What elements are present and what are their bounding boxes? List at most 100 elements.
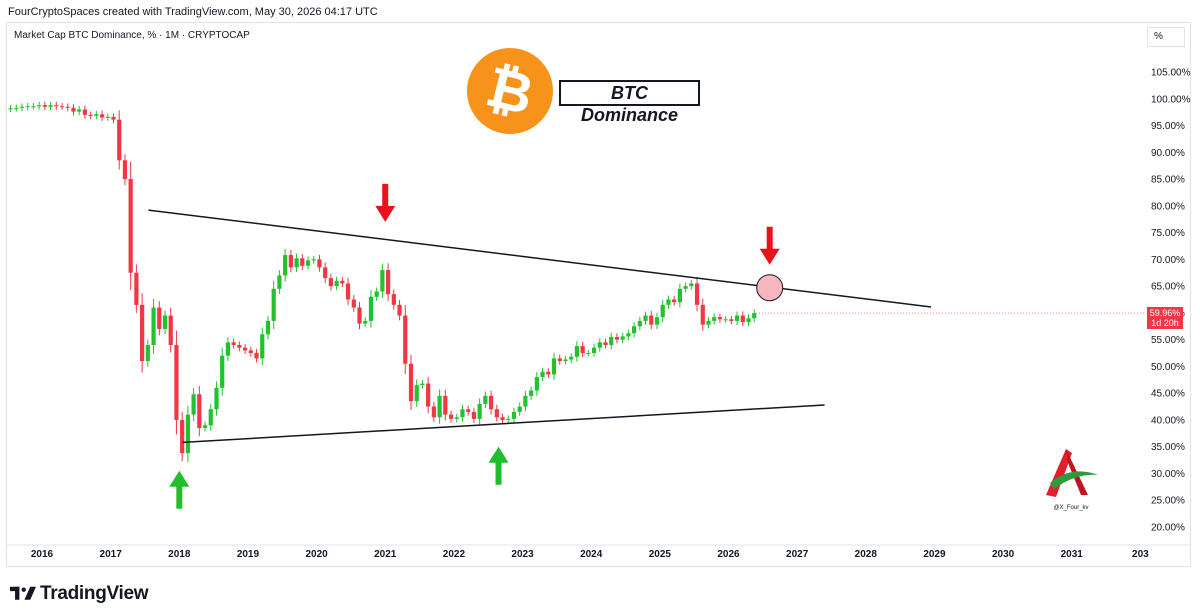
x-tick-label: 2022 <box>443 549 466 560</box>
candle-body <box>42 105 47 107</box>
y-tick-label: 35.00% <box>1151 442 1185 453</box>
x-tick-label: 2029 <box>923 549 946 560</box>
watermark-green-swoosh <box>1050 471 1098 489</box>
candle-body <box>65 106 70 108</box>
x-tick-label: 2019 <box>237 549 260 560</box>
candle-body <box>414 385 419 402</box>
candle-body <box>649 315 654 325</box>
candle-body <box>643 315 648 321</box>
candle-body <box>700 304 705 325</box>
y-tick-label: 85.00% <box>1151 175 1185 186</box>
y-tick-label: 65.00% <box>1151 282 1185 293</box>
candle-body <box>706 320 711 325</box>
y-tick-label: 25.00% <box>1151 496 1185 507</box>
last-price-tag: 59.96% 1d 20h <box>1147 307 1183 329</box>
candle-body <box>231 342 236 345</box>
candle-body <box>117 119 122 161</box>
x-tick-label: 2025 <box>649 549 672 560</box>
percent-scale-button[interactable]: % <box>1147 27 1185 47</box>
candle-body <box>666 299 671 305</box>
candle-body <box>466 409 471 412</box>
chart-frame <box>6 22 1191 567</box>
x-tick-label: 2026 <box>717 549 740 560</box>
candle-body <box>689 283 694 287</box>
candle-body <box>540 371 545 378</box>
annotations-layer <box>148 183 1146 509</box>
candle-body <box>660 304 665 318</box>
y-axis: 105.00% 100.00% 95.00% 90.00% 85.00% 80.00% 75… <box>1151 68 1191 534</box>
candle-body <box>99 114 105 118</box>
candle-body <box>408 363 414 402</box>
candle-body <box>557 358 562 362</box>
candle-body <box>94 114 99 116</box>
y-tick-label: 70.00% <box>1151 255 1185 266</box>
candle-body <box>740 315 745 322</box>
candle-body <box>265 320 271 335</box>
candle-body <box>420 383 425 386</box>
candle-body <box>523 395 528 407</box>
candle-body <box>574 346 579 357</box>
candle-body <box>620 336 625 340</box>
x-tick-label: 2024 <box>580 549 603 560</box>
candle-body <box>717 317 723 320</box>
green-up-arrow-icon <box>169 470 190 509</box>
candle-body <box>59 106 65 108</box>
candle-body <box>729 319 734 321</box>
candle-body <box>752 313 757 319</box>
x-axis: 2016 2017 2018 2019 2020 2021 2022 2023 2024 2025… <box>6 544 1191 560</box>
candle-body <box>351 299 356 308</box>
candle-body <box>437 395 442 418</box>
y-tick-label: 20.00% <box>1151 523 1185 534</box>
candle-body <box>271 288 276 321</box>
candle-body <box>48 105 53 107</box>
candle-body <box>8 108 13 110</box>
candle-body <box>597 342 602 348</box>
candles-layer <box>8 101 757 463</box>
candle-body <box>71 107 76 112</box>
candle-body <box>654 317 660 325</box>
symbol-title[interactable]: Market Cap BTC Dominance, % · 1M · CRYPT… <box>14 30 250 41</box>
candle-body <box>403 315 408 364</box>
candle-body <box>603 342 608 345</box>
candle-body <box>37 105 42 107</box>
candle-body <box>294 258 299 268</box>
y-tick-label: 55.00% <box>1151 335 1185 346</box>
candle-body <box>19 106 25 108</box>
candle-body <box>122 160 128 180</box>
candle-body <box>563 359 568 362</box>
x-tick-label: 203 <box>1132 549 1149 560</box>
candle-body <box>248 350 253 354</box>
x-tick-label: 2031 <box>1061 549 1084 560</box>
y-tick-label: 75.00% <box>1151 228 1185 239</box>
candle-body <box>494 409 499 418</box>
y-tick-label: 40.00% <box>1151 415 1185 426</box>
lower-trendline <box>182 404 825 444</box>
x-tick-label: 2021 <box>374 549 397 560</box>
bitcoin-logo-icon: ₿ <box>467 48 553 134</box>
candle-body <box>374 291 379 297</box>
tradingview-logo[interactable]: TradingView <box>10 583 149 605</box>
candle-body <box>477 403 482 419</box>
tradingview-logo-icon <box>10 586 36 600</box>
candle-body <box>145 345 150 362</box>
candle-body <box>488 395 494 410</box>
y-tick-label: 90.00% <box>1151 148 1185 159</box>
watermark-text: @X_Four_kv <box>1053 505 1088 511</box>
candle-body <box>300 258 305 266</box>
y-tick-label: 100.00% <box>1151 94 1191 105</box>
candle-body <box>345 283 351 300</box>
candle-body <box>609 336 614 345</box>
candle-body <box>683 286 688 289</box>
candle-body <box>712 317 717 321</box>
candle-body <box>14 107 19 109</box>
candle-body <box>180 419 185 454</box>
candle-body <box>260 334 265 359</box>
last-price-value: 59.96% <box>1149 308 1181 318</box>
author-watermark-logo: @X_Four_kv <box>1046 449 1098 511</box>
candle-body <box>426 383 431 407</box>
chart-caption: FourCryptoSpaces created with TradingVie… <box>8 6 378 18</box>
candle-body <box>517 406 522 412</box>
x-tick-label: 2028 <box>855 549 878 560</box>
candle-body <box>734 315 740 321</box>
